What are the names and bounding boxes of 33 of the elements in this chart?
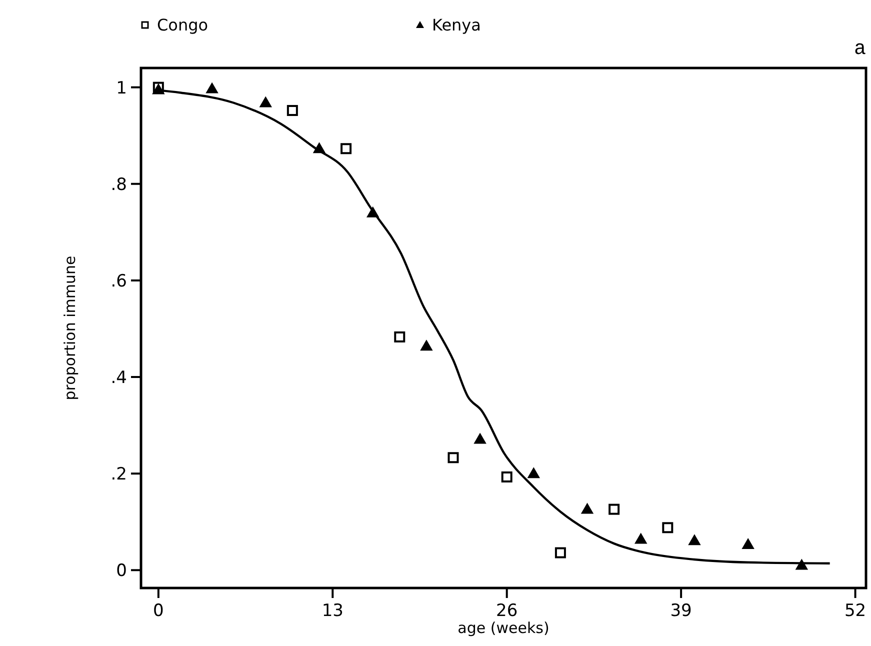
point bbox=[286, 104, 298, 116]
x-axis-title: age (weeks) bbox=[458, 619, 550, 637]
point bbox=[420, 340, 432, 351]
y-tick-label: .6 bbox=[110, 271, 127, 292]
point bbox=[554, 547, 566, 558]
point bbox=[394, 331, 406, 342]
y-tick-label: .2 bbox=[110, 464, 127, 485]
point bbox=[634, 533, 647, 544]
y-tick-label: .8 bbox=[110, 174, 127, 195]
y-tick-label: 0 bbox=[116, 561, 127, 582]
point bbox=[448, 452, 459, 464]
y-tick-label: .4 bbox=[110, 368, 127, 388]
point bbox=[742, 538, 754, 550]
x-tick-label: 52 bbox=[844, 601, 866, 621]
x-tick-label: 26 bbox=[496, 601, 518, 621]
x-tick-label: 13 bbox=[322, 601, 344, 621]
point bbox=[662, 522, 674, 534]
point bbox=[474, 433, 486, 444]
point bbox=[581, 503, 594, 514]
legend-label: Congo bbox=[157, 16, 208, 35]
point bbox=[528, 468, 540, 478]
y-tick-label: 1 bbox=[116, 78, 127, 98]
point bbox=[688, 534, 700, 546]
point bbox=[260, 96, 272, 108]
text: a bbox=[854, 38, 866, 61]
y-axis-title: proportion immune bbox=[61, 256, 79, 400]
point bbox=[501, 471, 512, 482]
point bbox=[206, 82, 218, 94]
point bbox=[340, 143, 352, 154]
legend-label: Kenya bbox=[432, 16, 481, 35]
x-tick-label: 39 bbox=[670, 601, 692, 621]
x-tick-label: 0 bbox=[153, 601, 164, 621]
point bbox=[608, 504, 620, 515]
